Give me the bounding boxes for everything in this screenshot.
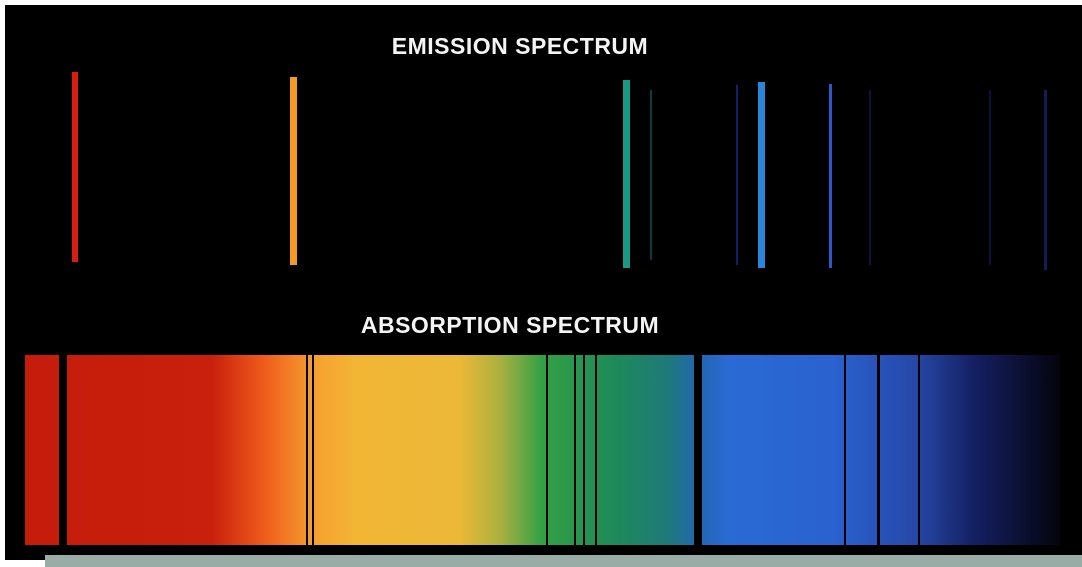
absorption-line bbox=[877, 355, 880, 545]
emission-title: EMISSION SPECTRUM bbox=[392, 33, 648, 59]
bottom-bar bbox=[45, 555, 1082, 567]
emission-line bbox=[829, 84, 832, 268]
absorption-line bbox=[595, 355, 597, 545]
emission-line bbox=[736, 85, 738, 265]
absorption-line bbox=[306, 355, 308, 545]
absorption-line bbox=[918, 355, 920, 545]
absorption-line bbox=[574, 355, 576, 545]
absorption-line bbox=[583, 355, 585, 545]
absorption-title: ABSORPTION SPECTRUM bbox=[361, 312, 659, 338]
emission-line bbox=[1044, 90, 1047, 270]
emission-line bbox=[989, 90, 991, 265]
emission-lines bbox=[72, 72, 1047, 270]
absorption-band bbox=[25, 355, 1060, 545]
emission-line bbox=[869, 90, 871, 265]
emission-line bbox=[758, 82, 765, 268]
absorption-line bbox=[844, 355, 846, 545]
absorption-lines bbox=[59, 355, 920, 545]
absorption-line bbox=[59, 355, 67, 545]
emission-line bbox=[623, 80, 630, 268]
emission-line bbox=[290, 77, 297, 265]
absorption-line bbox=[312, 355, 314, 545]
emission-line bbox=[650, 90, 652, 260]
absorption-line bbox=[694, 355, 702, 545]
absorption-line bbox=[546, 355, 548, 545]
emission-line bbox=[72, 72, 78, 262]
